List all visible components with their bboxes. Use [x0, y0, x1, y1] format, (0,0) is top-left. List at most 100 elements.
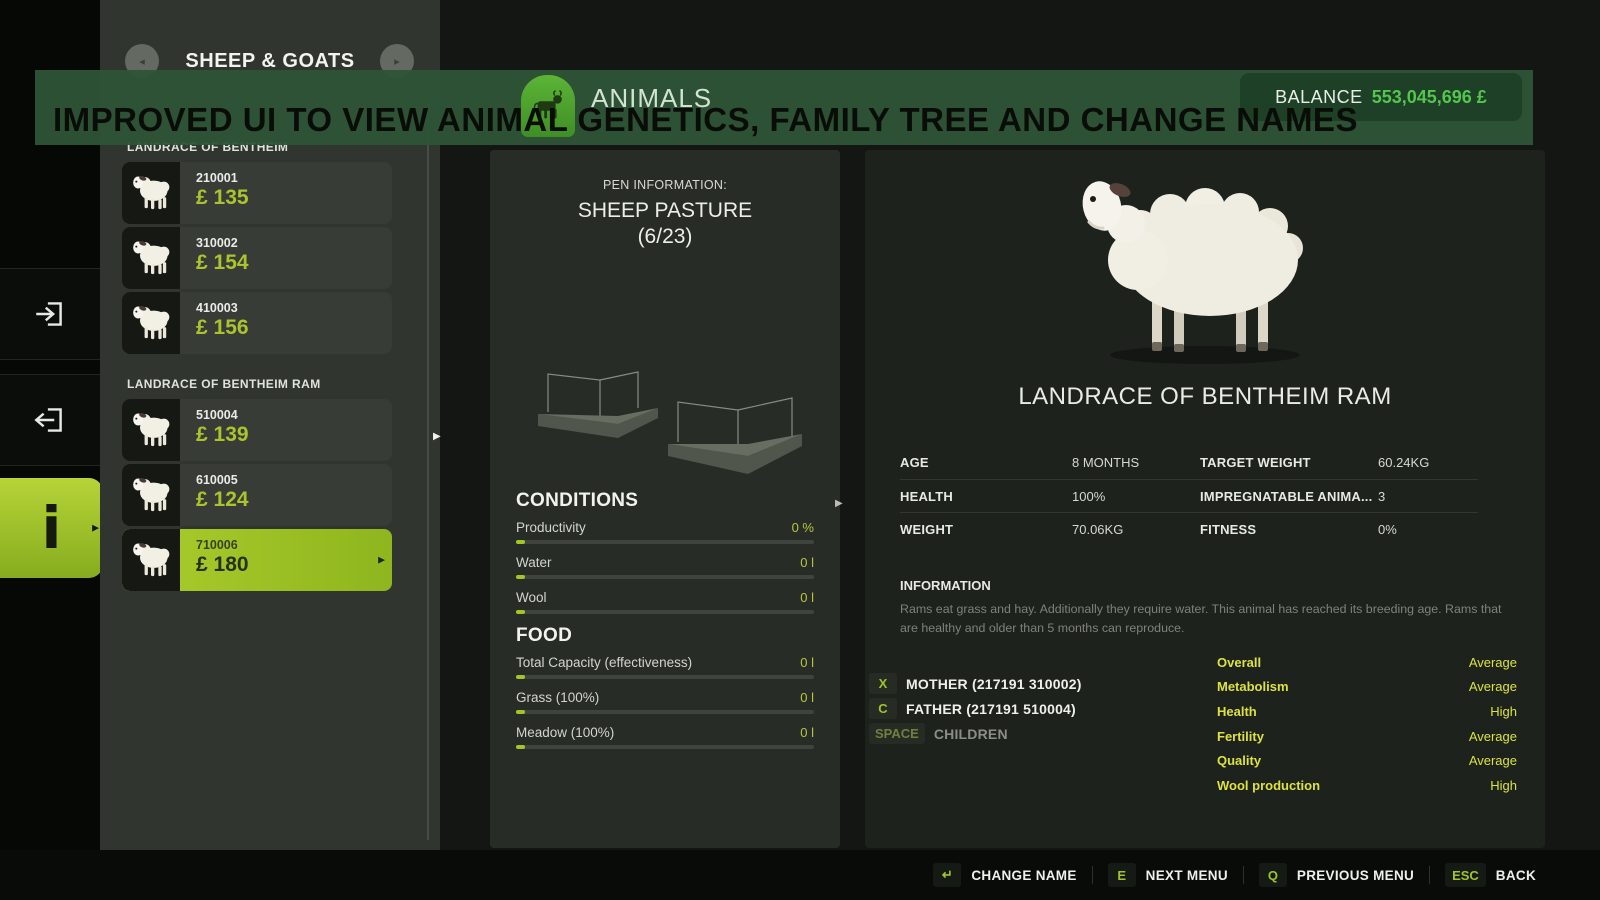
info-icon: i	[41, 494, 62, 562]
food-title: FOOD	[516, 625, 573, 646]
stat-value: 3	[1378, 488, 1386, 504]
pen-stats: CONDITIONS Productivity 0 % Water 0 l Wo…	[516, 488, 814, 760]
group-label: LANDRACE OF BENTHEIM RAM	[127, 377, 321, 391]
animals-menu-icon	[521, 75, 575, 137]
genetics-value: Average	[1468, 753, 1517, 769]
animal-price: £ 180	[196, 553, 249, 576]
animal-name: LANDRACE OF BENTHEIM RAM	[1018, 383, 1392, 410]
conditions-title: CONDITIONS	[516, 490, 639, 511]
progress-bar	[516, 610, 814, 614]
key-esc: ESC	[1445, 863, 1486, 887]
tab-notch-arrow-icon: ▶	[92, 522, 99, 533]
food-value: 0 l	[800, 725, 814, 740]
animal-list-item[interactable]: 610005 £ 124	[122, 464, 392, 526]
pen-name-line1: SHEEP PASTURE	[577, 199, 753, 222]
stat-label: TARGET WEIGHT	[1200, 455, 1311, 470]
animal-id: 410003	[196, 301, 238, 315]
animal-list-item[interactable]: 510004 £ 139	[122, 399, 392, 461]
mother-shortcut[interactable]: X MOTHER (217191 310002)	[869, 671, 1082, 696]
genetics-label: Metabolism	[1217, 679, 1289, 695]
genetics-row: Fertility Average	[1217, 724, 1517, 749]
change-name-button[interactable]: ↵ CHANGE NAME	[933, 863, 1076, 887]
father-label: FATHER (217191 510004)	[906, 700, 1076, 717]
key-q: Q	[1258, 863, 1287, 887]
feeding-trough-image	[520, 350, 810, 490]
genetics-label: Overall	[1217, 654, 1262, 670]
genetics-label: Wool production	[1217, 777, 1321, 793]
stats-row: WEIGHT 70.06KG FITNESS 0%	[900, 512, 1478, 545]
genetics-list: Overall Average Metabolism Average Healt…	[1217, 650, 1517, 798]
key-c: C	[869, 698, 897, 719]
children-shortcut[interactable]: SPACE CHILDREN	[869, 721, 1082, 746]
tab-info-active[interactable]: i ▶	[0, 478, 103, 578]
progress-bar	[516, 745, 814, 749]
key-e: E	[1107, 863, 1136, 887]
genetics-row: Wool production High	[1217, 773, 1517, 798]
condition-value: 0 %	[791, 520, 814, 535]
condition-label: Wool	[516, 590, 547, 605]
stat-value: 100%	[1072, 488, 1106, 504]
stats-row: HEALTH 100% IMPREGNATABLE ANIMA... 3	[900, 479, 1478, 512]
sheep-icon	[122, 464, 180, 526]
progress-bar	[516, 675, 814, 679]
promo-overlay-text: IMPROVED UI TO VIEW ANIMAL GENETICS, FAM…	[53, 101, 1358, 138]
back-label: BACK	[1495, 867, 1536, 883]
side-panel-notch-icon: ▶	[433, 431, 441, 442]
genetics-row: Health High	[1217, 699, 1517, 724]
stat-label: FITNESS	[1200, 521, 1257, 537]
genetics-label: Quality	[1217, 753, 1262, 769]
header-promo-band: ANIMALS BALANCE 553,045,696 £ IMPROVED U…	[35, 70, 1533, 145]
tab-exit-pen[interactable]	[0, 374, 100, 466]
exit-pen-icon	[32, 402, 68, 438]
next-menu-button[interactable]: E NEXT MENU	[1107, 863, 1228, 887]
key-x: X	[869, 673, 897, 694]
stat-label: WEIGHT	[900, 521, 954, 537]
stat-value: 8 MONTHS	[1072, 455, 1140, 470]
information-title: INFORMATION	[900, 578, 991, 593]
pen-name-line2: (6/23)	[637, 225, 693, 249]
pen-info-label: PEN INFORMATION:	[602, 178, 727, 192]
animal-item-text: 210001 £ 135	[180, 162, 249, 224]
genetics-value: High	[1490, 777, 1517, 793]
stat-label: IMPREGNATABLE ANIMA...	[1200, 488, 1373, 504]
mother-label: MOTHER (217191 310002)	[906, 675, 1082, 692]
animal-list-item[interactable]: 310002 £ 154	[122, 227, 392, 289]
animal-item-text: 710006 £ 180	[180, 529, 249, 591]
genetics-value: Average	[1468, 728, 1517, 744]
genetics-row: Metabolism Average	[1217, 675, 1517, 700]
food-label: Grass (100%)	[516, 690, 600, 705]
food-value: 0 l	[800, 655, 814, 670]
sheep-icon	[122, 227, 180, 289]
tab-enter-pen[interactable]	[0, 268, 100, 360]
animal-detail-panel: LANDRACE OF BENTHEIM RAM AGE 8 MONTHS TA…	[865, 150, 1545, 848]
divider	[1091, 866, 1093, 884]
back-button[interactable]: ESC BACK	[1445, 863, 1536, 887]
list-scrollbar[interactable]	[427, 100, 429, 840]
animal-price: £ 135	[196, 186, 249, 209]
father-shortcut[interactable]: C FATHER (217191 510004)	[869, 696, 1082, 721]
family-shortcuts: X MOTHER (217191 310002) C FATHER (21719…	[869, 671, 1082, 746]
condition-label: Productivity	[516, 520, 586, 535]
animal-list-item[interactable]: 410003 £ 156	[122, 292, 392, 354]
pen-panel-notch-icon: ▶	[835, 498, 843, 509]
animal-item-text: 310002 £ 154	[180, 227, 249, 289]
animal-id: 310002	[196, 236, 238, 250]
animal-item-text: 410003 £ 156	[180, 292, 249, 354]
balance-value: 553,045,696 £	[1371, 86, 1487, 107]
animal-list-item[interactable]: 210001 £ 135	[122, 162, 392, 224]
balance-display: BALANCE 553,045,696 £	[1240, 73, 1522, 121]
progress-bar	[516, 710, 814, 714]
divider	[1242, 866, 1244, 884]
children-label: CHILDREN	[933, 725, 1008, 742]
stat-label: HEALTH	[900, 488, 953, 504]
enter-pen-icon	[32, 296, 68, 332]
stat-label: AGE	[900, 455, 929, 470]
animal-list-item-selected[interactable]: 710006 £ 180 ▶	[122, 529, 392, 591]
category-title: SHEEP & GOATS	[185, 49, 355, 72]
stat-value: 60.24KG	[1378, 455, 1430, 470]
genetics-label: Health	[1217, 703, 1257, 719]
sheep-image	[1040, 152, 1360, 372]
previous-menu-button[interactable]: Q PREVIOUS MENU	[1258, 863, 1414, 887]
pen-info-panel: PEN INFORMATION: SHEEP PASTURE (6/23)	[490, 150, 840, 848]
